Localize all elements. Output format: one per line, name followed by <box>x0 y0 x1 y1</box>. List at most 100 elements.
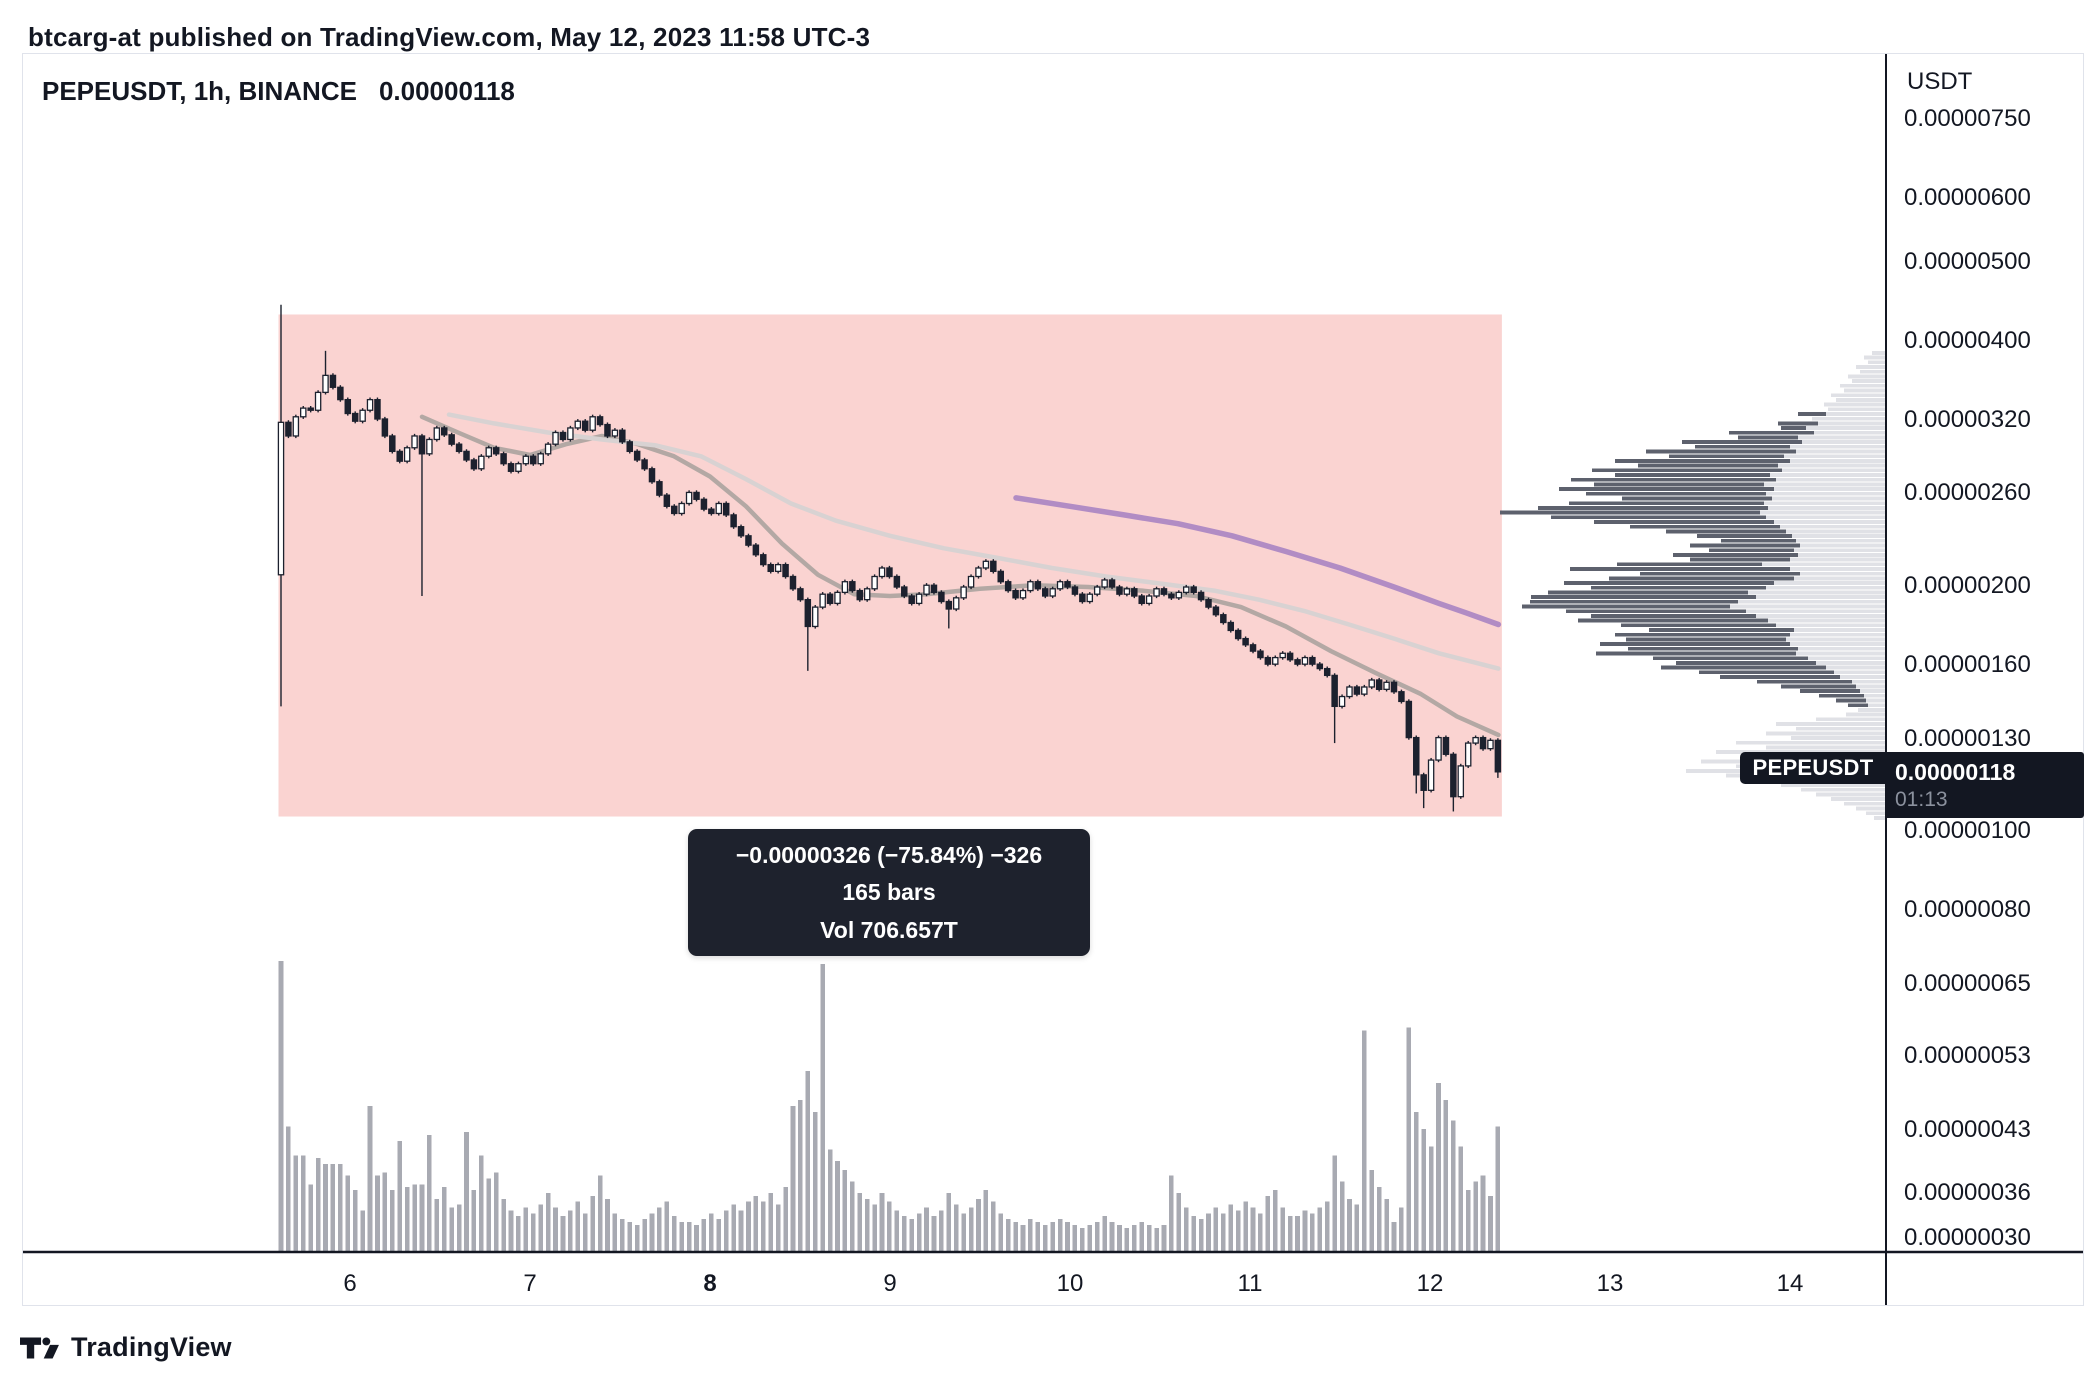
profile-row-light <box>1770 473 1886 477</box>
profile-row-dark <box>1591 614 1756 618</box>
candle-up <box>1086 593 1094 603</box>
measure-region-layer <box>278 314 1502 817</box>
volume-bar <box>553 1207 558 1251</box>
profile-row-light <box>1844 388 1886 393</box>
time-axis-label: 13 <box>1596 1270 1624 1297</box>
profile-row-light <box>1858 707 1886 712</box>
volume-bar <box>1183 1207 1189 1251</box>
profile-row-light <box>1856 684 1886 689</box>
volume-bar <box>1302 1210 1308 1251</box>
profile-row-dark <box>1690 543 1800 548</box>
volume-series <box>278 961 1501 1251</box>
tradingview-brand[interactable]: TradingView <box>20 1332 232 1363</box>
volume-bar <box>671 1216 677 1251</box>
candle-up <box>1123 588 1131 595</box>
candle-up <box>774 563 782 573</box>
candle-up <box>366 398 374 411</box>
profile-row-dark <box>1566 609 1746 614</box>
volume-bar <box>493 1172 499 1251</box>
volume-bar <box>1399 1207 1404 1251</box>
candle-down <box>463 450 470 461</box>
profile-row-dark <box>1594 482 1764 487</box>
candle-down <box>908 595 915 605</box>
volume-bar <box>1050 1222 1055 1251</box>
profile-row-dark <box>1617 562 1762 567</box>
candle-down <box>1205 599 1212 608</box>
profile-row-dark <box>1640 571 1800 576</box>
volume-bar <box>597 1175 603 1251</box>
candle-up <box>433 427 441 441</box>
candle-down <box>826 593 834 605</box>
profile-row-light <box>1826 665 1886 670</box>
candle-up <box>1457 765 1465 798</box>
volume-bar <box>1295 1216 1300 1251</box>
volume-bar <box>456 1204 462 1251</box>
profile-row-light <box>1791 736 1886 740</box>
candle-down <box>945 600 953 610</box>
price-axis-label: 0.00000100 <box>1904 817 2031 845</box>
volume-bar <box>501 1198 506 1251</box>
volume-bar <box>850 1181 855 1251</box>
volume-bar <box>649 1213 655 1251</box>
candle-up <box>1435 736 1442 761</box>
profile-row-light <box>1808 656 1886 661</box>
candle-down <box>1108 579 1116 588</box>
candle-up <box>1464 742 1472 767</box>
volume-bar <box>1369 1169 1375 1251</box>
candlestick-series[interactable] <box>277 304 1502 812</box>
volume-bar <box>931 1216 937 1251</box>
profile-row-light <box>1760 510 1886 515</box>
profile-row-light <box>1828 407 1886 412</box>
candle-up <box>552 431 559 445</box>
candle-down <box>559 431 567 441</box>
volume-bar <box>1176 1193 1182 1251</box>
volume-bar <box>716 1219 722 1251</box>
candle-down <box>374 398 381 420</box>
price-axis-label: 0.00000320 <box>1904 405 2031 433</box>
profile-row-light <box>1800 571 1886 576</box>
volume-bar <box>382 1172 388 1251</box>
candle-down <box>1190 586 1197 594</box>
volume-bar <box>1488 1195 1493 1251</box>
profile-row-light <box>1818 421 1886 426</box>
measure-change-line: −0.00000326 (−75.84%) −326 <box>735 841 1043 868</box>
volume-bar <box>679 1222 684 1251</box>
candle-down <box>789 575 797 590</box>
volume-bar <box>486 1178 492 1251</box>
profile-row-dark <box>1630 524 1780 529</box>
volume-bar <box>1480 1175 1486 1251</box>
profile-row-light <box>1874 816 1886 820</box>
volume-bar <box>278 961 284 1251</box>
profile-row-dark <box>1586 491 1766 496</box>
profile-row-dark <box>1551 515 1766 520</box>
ma-fast-line <box>419 414 1501 738</box>
volume-bar <box>1028 1219 1033 1251</box>
volume-bar <box>1109 1222 1115 1251</box>
candle-down <box>849 581 856 592</box>
ma-purple-line <box>1013 495 1502 628</box>
volume-bar <box>1213 1207 1219 1251</box>
profile-row-light <box>1801 787 1886 792</box>
candle-up <box>811 606 819 628</box>
candle-down <box>893 575 901 588</box>
profile-row-light <box>1790 557 1886 562</box>
profile-row-light <box>1798 646 1886 651</box>
candle-down <box>307 407 314 411</box>
candle-down <box>448 434 455 445</box>
volume-bar <box>827 1149 833 1251</box>
candle-up <box>314 391 322 411</box>
profile-row-light <box>1866 698 1886 703</box>
candle-down <box>1316 663 1324 670</box>
volume-bar <box>1465 1190 1471 1251</box>
candle-down <box>997 570 1004 583</box>
volume-bar <box>1198 1219 1204 1251</box>
profile-row-light <box>1792 534 1886 538</box>
profile-row-light <box>1748 590 1886 595</box>
volume-bar <box>360 1210 365 1251</box>
profile-row-dark <box>1798 412 1826 416</box>
volume-bar <box>530 1213 536 1251</box>
candle-up <box>878 567 886 578</box>
profile-row-light <box>1766 515 1886 520</box>
